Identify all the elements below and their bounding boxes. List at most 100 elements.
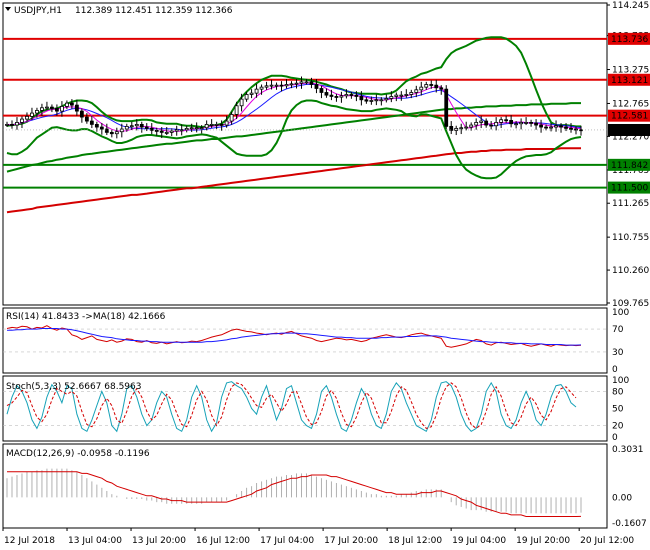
candle-body [119, 128, 124, 133]
candle-body [319, 88, 324, 93]
candle-body [5, 123, 9, 126]
candle-body [549, 126, 553, 129]
candle-body [424, 84, 429, 88]
candle-body [74, 104, 79, 112]
time-axis: 12 Jul 2018 13 Jul 04:00 13 Jul 20:00 16 Ju… [2, 528, 634, 546]
candle-body [329, 94, 334, 97]
rsi-tick-label: 0 [612, 365, 618, 375]
candle-body [479, 120, 484, 123]
candle-body [189, 127, 194, 130]
candle-body [224, 120, 229, 126]
candle-body [234, 105, 239, 115]
price-tick-label: 109.765 [612, 299, 649, 309]
candle-body [499, 119, 504, 123]
candle-body [209, 123, 214, 126]
candle-body [264, 85, 269, 88]
ma-green-line [6, 102, 581, 173]
time-tick-label: 19 Jul 04:00 [452, 536, 506, 546]
candle-body [69, 102, 74, 106]
stoch-label: Stoch(5,3,3) 52.6667 68.5963 [6, 382, 141, 392]
candle-body [40, 107, 44, 111]
rsi-label: RSI(14) 41.8433 ->MA(18) 42.1666 [6, 312, 166, 322]
price-tick-label: 111.265 [612, 199, 649, 209]
candle-body [84, 116, 89, 122]
candle-body [144, 126, 149, 129]
price-tick-label: 112.765 [612, 99, 649, 109]
macd-tick-label: -0.1607 [612, 519, 647, 529]
candle-body [559, 125, 563, 128]
level-label: 113.121 [611, 76, 648, 86]
price-tick-label: 111.765 [612, 166, 649, 176]
candle-body [10, 123, 14, 126]
candle-body [309, 81, 314, 85]
macd-tick-label: 0.00 [612, 493, 632, 503]
candle-body [139, 123, 144, 128]
time-tick-label: 13 Jul 20:00 [132, 536, 186, 546]
candle-body [384, 98, 389, 101]
candle-body [504, 119, 509, 122]
candle-body [15, 122, 19, 126]
candle-body [314, 84, 319, 89]
candle-body [524, 122, 528, 124]
candle-body [89, 120, 94, 125]
candle-body [194, 127, 199, 130]
candle-body [134, 123, 139, 127]
level-tag [608, 181, 650, 194]
stoch-main-line [6, 381, 577, 433]
candle-body [99, 126, 104, 130]
candle-body [244, 94, 249, 100]
current-price-label: 112.366 [611, 126, 648, 136]
candle-body [429, 84, 434, 86]
candle-body [354, 94, 359, 97]
candle-body [409, 92, 414, 95]
candle-body [149, 127, 154, 131]
price-frame [2, 2, 608, 306]
candle-body [514, 123, 519, 126]
stoch-frame [2, 375, 608, 442]
candle-body [359, 96, 364, 101]
candle-body [344, 94, 349, 97]
candle-body [374, 99, 379, 102]
candle-body [50, 106, 54, 109]
candle-body [269, 84, 274, 87]
candle-body [79, 110, 84, 118]
candle-body [60, 106, 64, 112]
candle-body [509, 120, 514, 125]
macd-label: MACD(12,26,9) -0.0958 -0.1196 [6, 449, 150, 459]
bollinger-lower-line [6, 99, 582, 180]
candle-body [404, 94, 409, 96]
level-tag [608, 73, 650, 86]
candle-body [204, 123, 209, 129]
price-tick-label: 110.260 [612, 266, 649, 276]
price-tick-label: 112.270 [612, 132, 649, 142]
candle-body [379, 99, 384, 102]
candle-body [129, 125, 134, 128]
stoch-tick-label: 20 [612, 422, 624, 432]
candle-body [299, 81, 304, 84]
candle-body [284, 84, 289, 87]
candle-body [219, 123, 224, 126]
candle-body [439, 87, 444, 90]
candle-body [30, 112, 34, 117]
candle-body [544, 126, 548, 129]
candle-body [104, 128, 109, 133]
level-tag [608, 109, 650, 122]
level-label: 111.500 [611, 184, 648, 194]
candle-body [529, 122, 533, 124]
candle-body [569, 127, 573, 130]
price-tick-label: 113.275 [612, 66, 649, 76]
candle-body [184, 127, 189, 131]
rsi-tick-label: 100 [612, 308, 629, 318]
time-tick-label: 17 Jul 20:00 [324, 536, 378, 546]
candle-body [254, 88, 259, 94]
stoch-tick-label: 50 [612, 405, 624, 415]
price-tick-label: 114.245 [612, 1, 649, 11]
macd-signal-line [7, 471, 582, 517]
time-tick-label: 18 Jul 12:00 [388, 536, 442, 546]
candle-body [294, 82, 299, 85]
candle-body [469, 124, 474, 128]
candle-body [304, 81, 309, 84]
stoch-tick-label: 100 [612, 376, 629, 386]
